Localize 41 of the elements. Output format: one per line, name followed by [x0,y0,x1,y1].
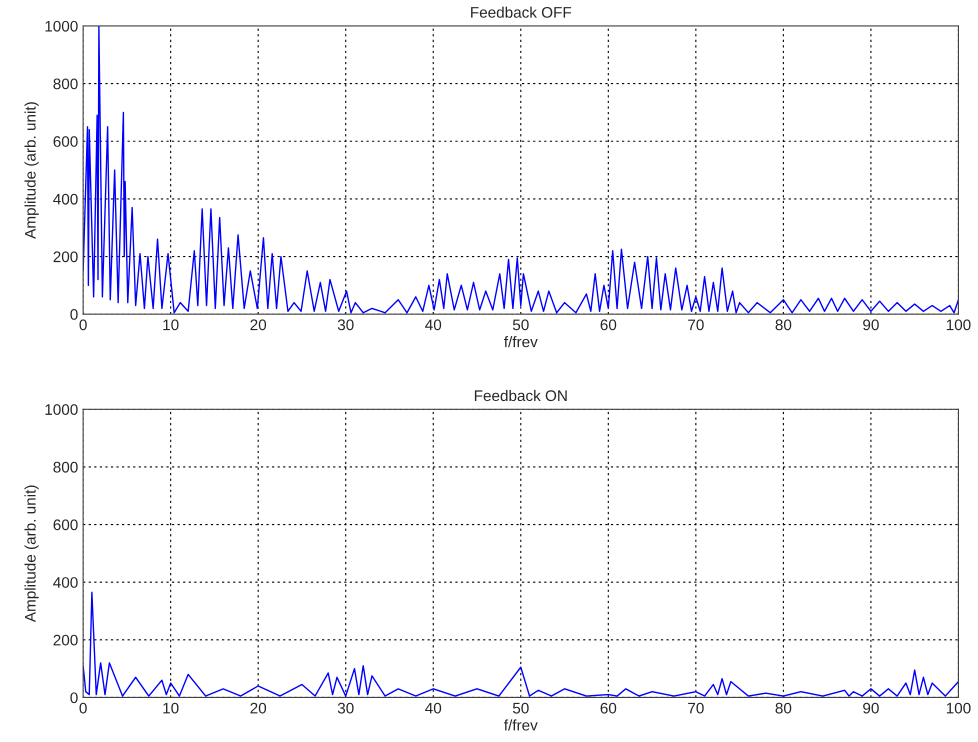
chart-title: Feedback ON [474,390,567,402]
x-tick-label: 80 [776,319,792,330]
x-tick-label: 90 [863,702,879,714]
x-tick-label: 30 [338,319,354,330]
x-tick-label: 40 [425,319,442,330]
x-tick-label: 20 [250,702,266,714]
y-tick-label: 1000 [45,20,78,32]
line-series [83,26,958,314]
y-tick-label: 0 [70,692,78,704]
x-tick-label: 40 [425,702,442,714]
y-tick-label: 600 [54,519,78,530]
y-tick-label: 800 [53,462,78,473]
x-tick-label: 10 [163,702,179,714]
y-axis-title: Amplitude (arb. unit) [24,102,39,239]
x-tick-label: 80 [776,702,792,714]
x-tick-label: 90 [863,319,879,330]
y-tick-label: 400 [53,194,78,205]
x-tick-label: 60 [600,702,616,714]
x-tick-label: 20 [250,319,266,330]
x-tick-label: 50 [512,702,529,714]
y-tick-label: 200 [54,251,78,262]
x-tick-label: 0 [79,319,87,330]
chart-title: Feedback OFF [471,6,572,18]
x-tick-label: 0 [79,702,87,714]
y-axis-title: Amplitude (arb. unit) [24,486,39,622]
x-tick-label: 50 [512,319,529,330]
y-tick-label: 200 [54,634,78,646]
x-tick-label: 100 [946,319,971,330]
y-tick-label: 400 [53,577,78,588]
x-tick-label: 70 [688,319,704,330]
x-tick-label: 10 [163,319,179,330]
x-axis-title: f/frev [504,336,538,348]
y-tick-label: 600 [54,136,78,147]
x-axis-title: f/frev [504,719,538,731]
y-tick-label: 800 [53,78,78,90]
x-tick-label: 70 [688,702,704,714]
x-tick-label: 60 [600,319,616,330]
x-tick-label: 30 [338,702,354,714]
x-tick-label: 100 [946,702,971,714]
y-tick-label: 0 [70,309,78,320]
y-tick-label: 1000 [45,404,78,415]
